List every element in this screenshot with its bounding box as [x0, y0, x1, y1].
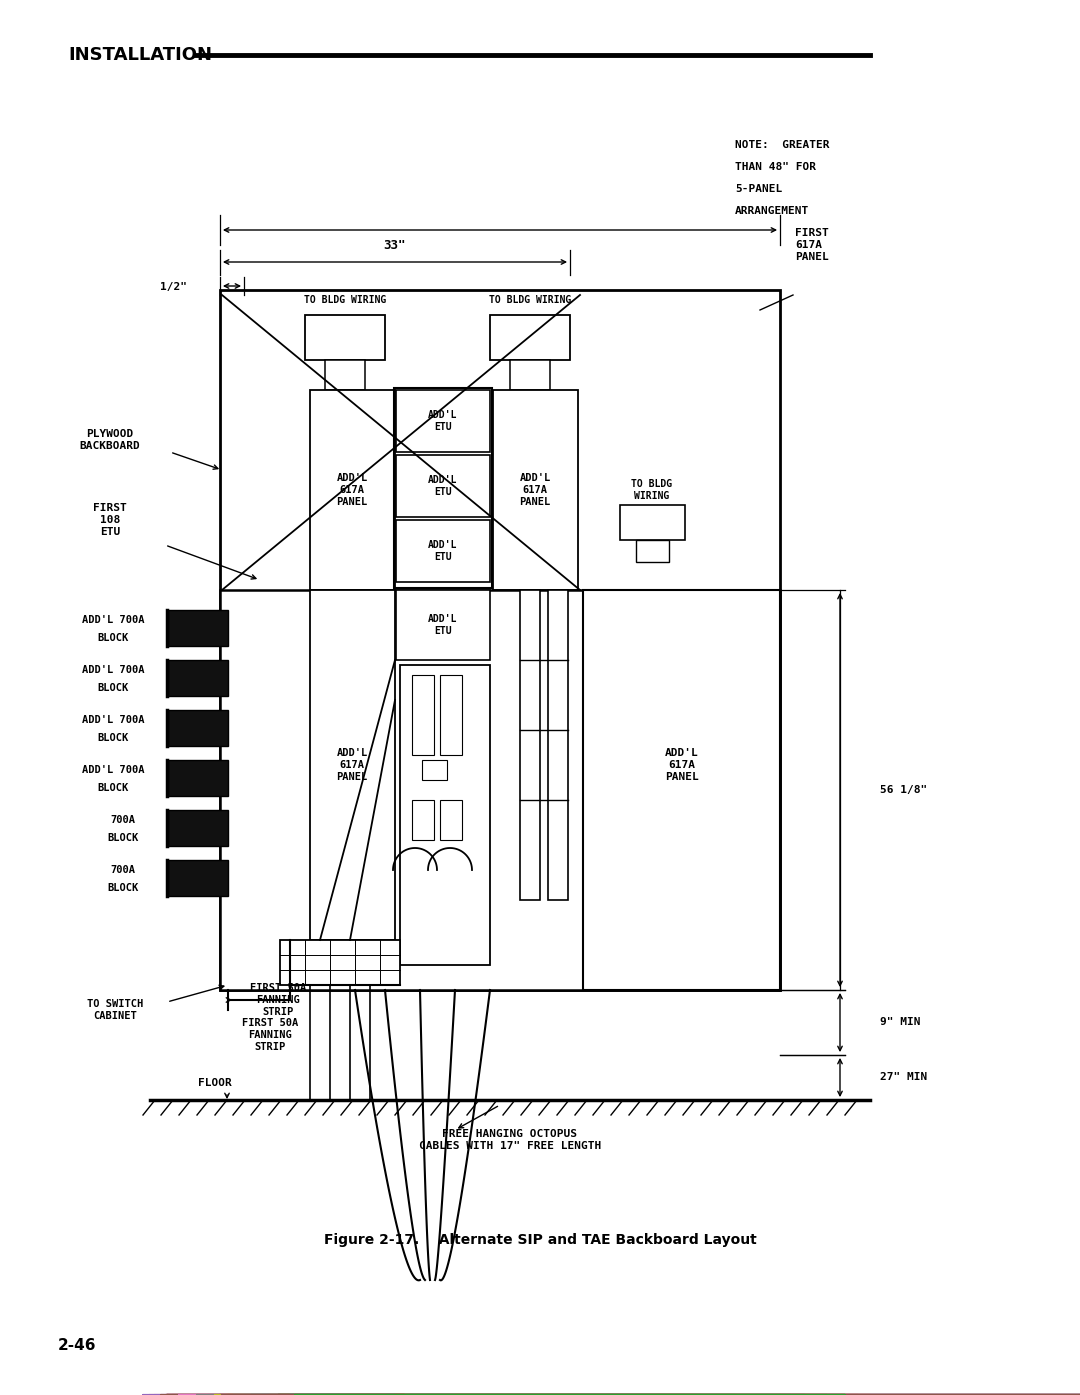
Bar — [280, 940, 400, 985]
Bar — [411, 675, 434, 755]
Circle shape — [552, 850, 564, 861]
Text: 1/2": 1/2" — [160, 282, 200, 292]
Circle shape — [552, 784, 564, 797]
Text: FLOOR: FLOOR — [198, 1078, 232, 1088]
Text: ADD'L 700A: ADD'L 700A — [82, 665, 145, 675]
Text: FIRST
108
ETU: FIRST 108 ETU — [93, 504, 126, 537]
Text: ADD'L
ETU: ADD'L ETU — [429, 410, 458, 432]
Text: TO BLDG WIRING: TO BLDG WIRING — [303, 294, 387, 306]
Text: INSTALLATION: INSTALLATION — [68, 46, 212, 64]
Text: Figure 2-17.    Alternate SIP and TAE Backboard Layout: Figure 2-17. Alternate SIP and TAE Backb… — [324, 1233, 756, 1247]
Circle shape — [442, 897, 448, 903]
Text: BLOCK: BLOCK — [97, 732, 129, 744]
Text: 56 1/8": 56 1/8" — [880, 785, 928, 795]
Text: TO SWITCH
CABINET: TO SWITCH CABINET — [86, 999, 144, 1021]
Circle shape — [451, 893, 465, 907]
Text: FIRST
617A
PANEL: FIRST 617A PANEL — [795, 229, 828, 262]
Bar — [325, 360, 365, 391]
Text: TO BLDG WIRING: TO BLDG WIRING — [489, 294, 571, 306]
Bar — [400, 665, 490, 965]
Text: PLYWOOD
BACKBOARD: PLYWOOD BACKBOARD — [80, 430, 140, 451]
Bar — [492, 391, 578, 590]
Bar — [548, 590, 568, 900]
Circle shape — [468, 897, 474, 903]
Text: ADD'L
617A
PANEL: ADD'L 617A PANEL — [519, 473, 551, 506]
Bar — [422, 760, 447, 780]
Bar — [440, 675, 462, 755]
Circle shape — [552, 714, 564, 725]
Text: FIRST 50A
FANNING
STRIP: FIRST 50A FANNING STRIP — [249, 983, 306, 1017]
Circle shape — [438, 893, 453, 907]
Text: FIRST 50A
FANNING
STRIP: FIRST 50A FANNING STRIP — [242, 1018, 298, 1052]
Text: BLOCK: BLOCK — [107, 883, 138, 893]
Text: ADD'L
617A
PANEL: ADD'L 617A PANEL — [336, 473, 367, 506]
Text: ADD'L 700A: ADD'L 700A — [82, 615, 145, 625]
Bar — [168, 859, 228, 896]
Circle shape — [477, 893, 491, 907]
Bar — [310, 391, 395, 590]
Text: 9" MIN: 9" MIN — [880, 1017, 920, 1027]
Circle shape — [552, 644, 564, 656]
Bar — [310, 590, 395, 940]
Text: FREE HANGING OCTOPUS
CABLES WITH 17" FREE LENGTH: FREE HANGING OCTOPUS CABLES WITH 17" FRE… — [419, 1129, 602, 1151]
Bar — [168, 810, 228, 845]
Bar — [168, 660, 228, 696]
Circle shape — [426, 893, 438, 907]
Bar — [490, 315, 570, 360]
Circle shape — [481, 897, 487, 903]
Circle shape — [455, 897, 461, 903]
Text: NOTE:  GREATER: NOTE: GREATER — [735, 140, 829, 151]
Text: BLOCK: BLOCK — [97, 783, 129, 792]
Text: ADD'L 700A: ADD'L 700A — [82, 764, 145, 776]
Text: 33": 33" — [383, 239, 406, 252]
Bar — [305, 315, 384, 360]
Circle shape — [429, 897, 435, 903]
Bar — [510, 360, 550, 391]
Bar — [394, 388, 492, 589]
Bar — [220, 590, 780, 990]
Bar — [620, 505, 685, 540]
Text: ADD'L
617A
PANEL: ADD'L 617A PANEL — [665, 748, 699, 781]
Text: 5-PANEL: 5-PANEL — [735, 184, 782, 194]
Bar — [636, 540, 669, 562]
Bar — [411, 799, 434, 840]
Text: 700A: 700A — [110, 815, 135, 824]
Text: BLOCK: BLOCK — [107, 833, 138, 843]
Bar — [396, 590, 490, 660]
Text: ADD'L 700A: ADD'L 700A — [82, 716, 145, 725]
Text: ARRANGEMENT: ARRANGEMENT — [735, 206, 809, 216]
Text: 700A: 700A — [110, 865, 135, 875]
Text: ADD'L
ETU: ADD'L ETU — [429, 614, 458, 636]
Circle shape — [464, 893, 478, 907]
Bar — [440, 799, 462, 840]
Circle shape — [524, 644, 536, 656]
Circle shape — [524, 784, 536, 797]
Bar — [396, 455, 490, 518]
Text: BLOCK: BLOCK — [97, 684, 129, 693]
Text: THAN 48" FOR: THAN 48" FOR — [735, 162, 816, 172]
Bar — [396, 520, 490, 582]
Circle shape — [524, 850, 536, 861]
Text: TO BLDG
WIRING: TO BLDG WIRING — [632, 480, 673, 501]
Bar — [583, 590, 780, 990]
Text: ADD'L
ETU: ADD'L ETU — [429, 540, 458, 562]
Text: ADD'L
ETU: ADD'L ETU — [429, 476, 458, 497]
Text: ADD'L
617A
PANEL: ADD'L 617A PANEL — [336, 748, 367, 781]
Bar — [519, 590, 540, 900]
Bar — [168, 760, 228, 797]
Bar — [168, 710, 228, 746]
Circle shape — [524, 714, 536, 725]
Text: 27" MIN: 27" MIN — [880, 1071, 928, 1083]
Bar — [168, 610, 228, 646]
Bar — [396, 391, 490, 452]
Text: BLOCK: BLOCK — [97, 633, 129, 643]
Bar — [220, 290, 780, 990]
Text: 2-46: 2-46 — [58, 1338, 96, 1353]
